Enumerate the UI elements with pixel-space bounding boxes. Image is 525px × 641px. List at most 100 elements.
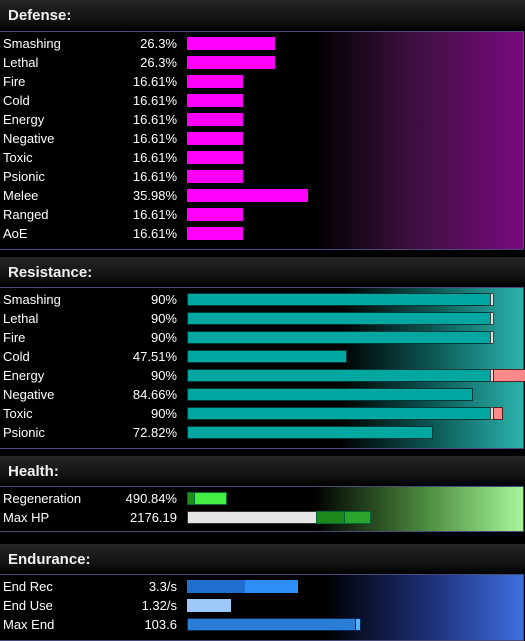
resistance-row-cold: Cold 47.51% [0,347,523,366]
defense-bar-melee [187,189,308,202]
resistance-bar-smashing [187,293,491,306]
resistance-value: 84.66% [132,387,177,402]
end-use-bar [187,599,231,612]
resistance-bar-toxic [187,407,491,420]
defense-title: Defense: [8,7,72,24]
defense-value: 35.98% [132,188,177,203]
max-hp-base-bar [187,511,317,524]
resistance-row-negative: Negative 84.66% [0,385,523,404]
end-use-label: End Use [3,598,53,613]
end-use-row: End Use 1.32/s [0,596,523,615]
defense-row-energy: Energy 16.61% [0,110,523,129]
defense-value: 26.3% [140,55,177,70]
resistance-value: 90% [150,311,177,326]
health-header: Health: [0,456,525,486]
regeneration-bonus-bar [194,492,227,505]
defense-label: Fire [3,74,26,89]
regeneration-value: 490.84% [125,491,177,506]
max-hp-bonus-bar-2 [344,511,371,524]
max-end-value: 103.6 [144,617,177,632]
resistance-label: Toxic [3,406,33,421]
resistance-value: 90% [150,406,177,421]
max-end-base-bar [187,618,356,631]
max-end-row: Max End 103.6 [0,615,523,634]
defense-label: Lethal [3,55,39,70]
resistance-label: Psionic [3,425,45,440]
max-hp-label: Max HP [3,510,50,525]
max-end-label: Max End [3,617,55,632]
resistance-bar-energy [187,369,491,382]
defense-label: AoE [3,226,28,241]
resistance-row-energy: Energy 90% [0,366,525,385]
defense-label: Melee [3,188,39,203]
defense-bar-aoe [187,227,243,240]
defense-row-psionic: Psionic 16.61% [0,167,523,186]
defense-value: 16.61% [132,150,177,165]
health-title: Health: [8,463,59,480]
defense-label: Psionic [3,169,45,184]
max-hp-value: 2176.19 [130,510,177,525]
defense-value: 16.61% [132,74,177,89]
resistance-title: Resistance: [8,264,93,281]
end-rec-base-bar [187,580,245,593]
resistance-label: Negative [3,387,55,402]
defense-row-ranged: Ranged 16.61% [0,205,523,224]
resistance-value: 90% [150,292,177,307]
defense-bar-energy [187,113,243,126]
defense-bar-lethal [187,56,275,69]
defense-label: Ranged [3,207,49,222]
end-rec-bonus-bar [245,580,298,593]
resistance-label: Cold [3,349,30,364]
defense-label: Smashing [3,36,61,51]
resistance-bar-fire [187,331,491,344]
defense-bar-smashing [187,37,275,50]
defense-row-lethal: Lethal 26.3% [0,53,523,72]
defense-bar-fire [187,75,243,88]
resistance-body: Smashing 90% Lethal 90% Fire 90% Cold 47.51% Ene… [0,287,525,449]
resistance-over-cap-bar [493,369,525,382]
defense-bar-toxic [187,151,243,164]
defense-row-toxic: Toxic 16.61% [0,148,523,167]
resistance-bar-psionic [187,426,433,439]
defense-bar-cold [187,94,243,107]
resistance-row-toxic: Toxic 90% [0,404,523,423]
resistance-label: Smashing [3,292,61,307]
end-rec-row: End Rec 3.3/s [0,577,523,596]
resistance-row-fire: Fire 90% [0,328,523,347]
end-rec-label: End Rec [3,579,53,594]
resistance-header: Resistance: [0,257,525,287]
end-use-value: 1.32/s [141,598,177,613]
defense-bar-psionic [187,170,243,183]
defense-bar-negative [187,132,243,145]
defense-row-melee: Melee 35.98% [0,186,523,205]
resistance-value: 47.51% [132,349,177,364]
defense-label: Energy [3,112,45,127]
defense-label: Negative [3,131,55,146]
resistance-cap-marker [490,331,494,344]
resistance-row-psionic: Psionic 72.82% [0,423,523,442]
max-hp-bonus-bar-1 [316,511,345,524]
resistance-value: 72.82% [132,425,177,440]
resistance-row-lethal: Lethal 90% [0,309,523,328]
resistance-bar-lethal [187,312,491,325]
resistance-label: Fire [3,330,26,345]
resistance-row-smashing: Smashing 90% [0,290,523,309]
defense-label: Toxic [3,150,33,165]
max-hp-row: Max HP 2176.19 [0,508,523,527]
resistance-cap-marker [490,293,494,306]
defense-row-negative: Negative 16.61% [0,129,523,148]
end-rec-value: 3.3/s [148,579,177,594]
resistance-value: 90% [150,330,177,345]
regeneration-label: Regeneration [3,491,82,506]
max-end-bonus-bar [355,618,361,631]
defense-value: 16.61% [132,226,177,241]
resistance-label: Lethal [3,311,39,326]
resistance-over-cap-bar [493,407,503,420]
defense-value: 16.61% [132,169,177,184]
defense-value: 16.61% [132,112,177,127]
defense-header: Defense: [0,0,525,30]
defense-row-cold: Cold 16.61% [0,91,523,110]
defense-row-smashing: Smashing 26.3% [0,34,523,53]
resistance-value: 90% [150,368,177,383]
defense-body: Smashing 26.3% Lethal 26.3% Fire 16.61% Cold 16… [0,31,524,250]
